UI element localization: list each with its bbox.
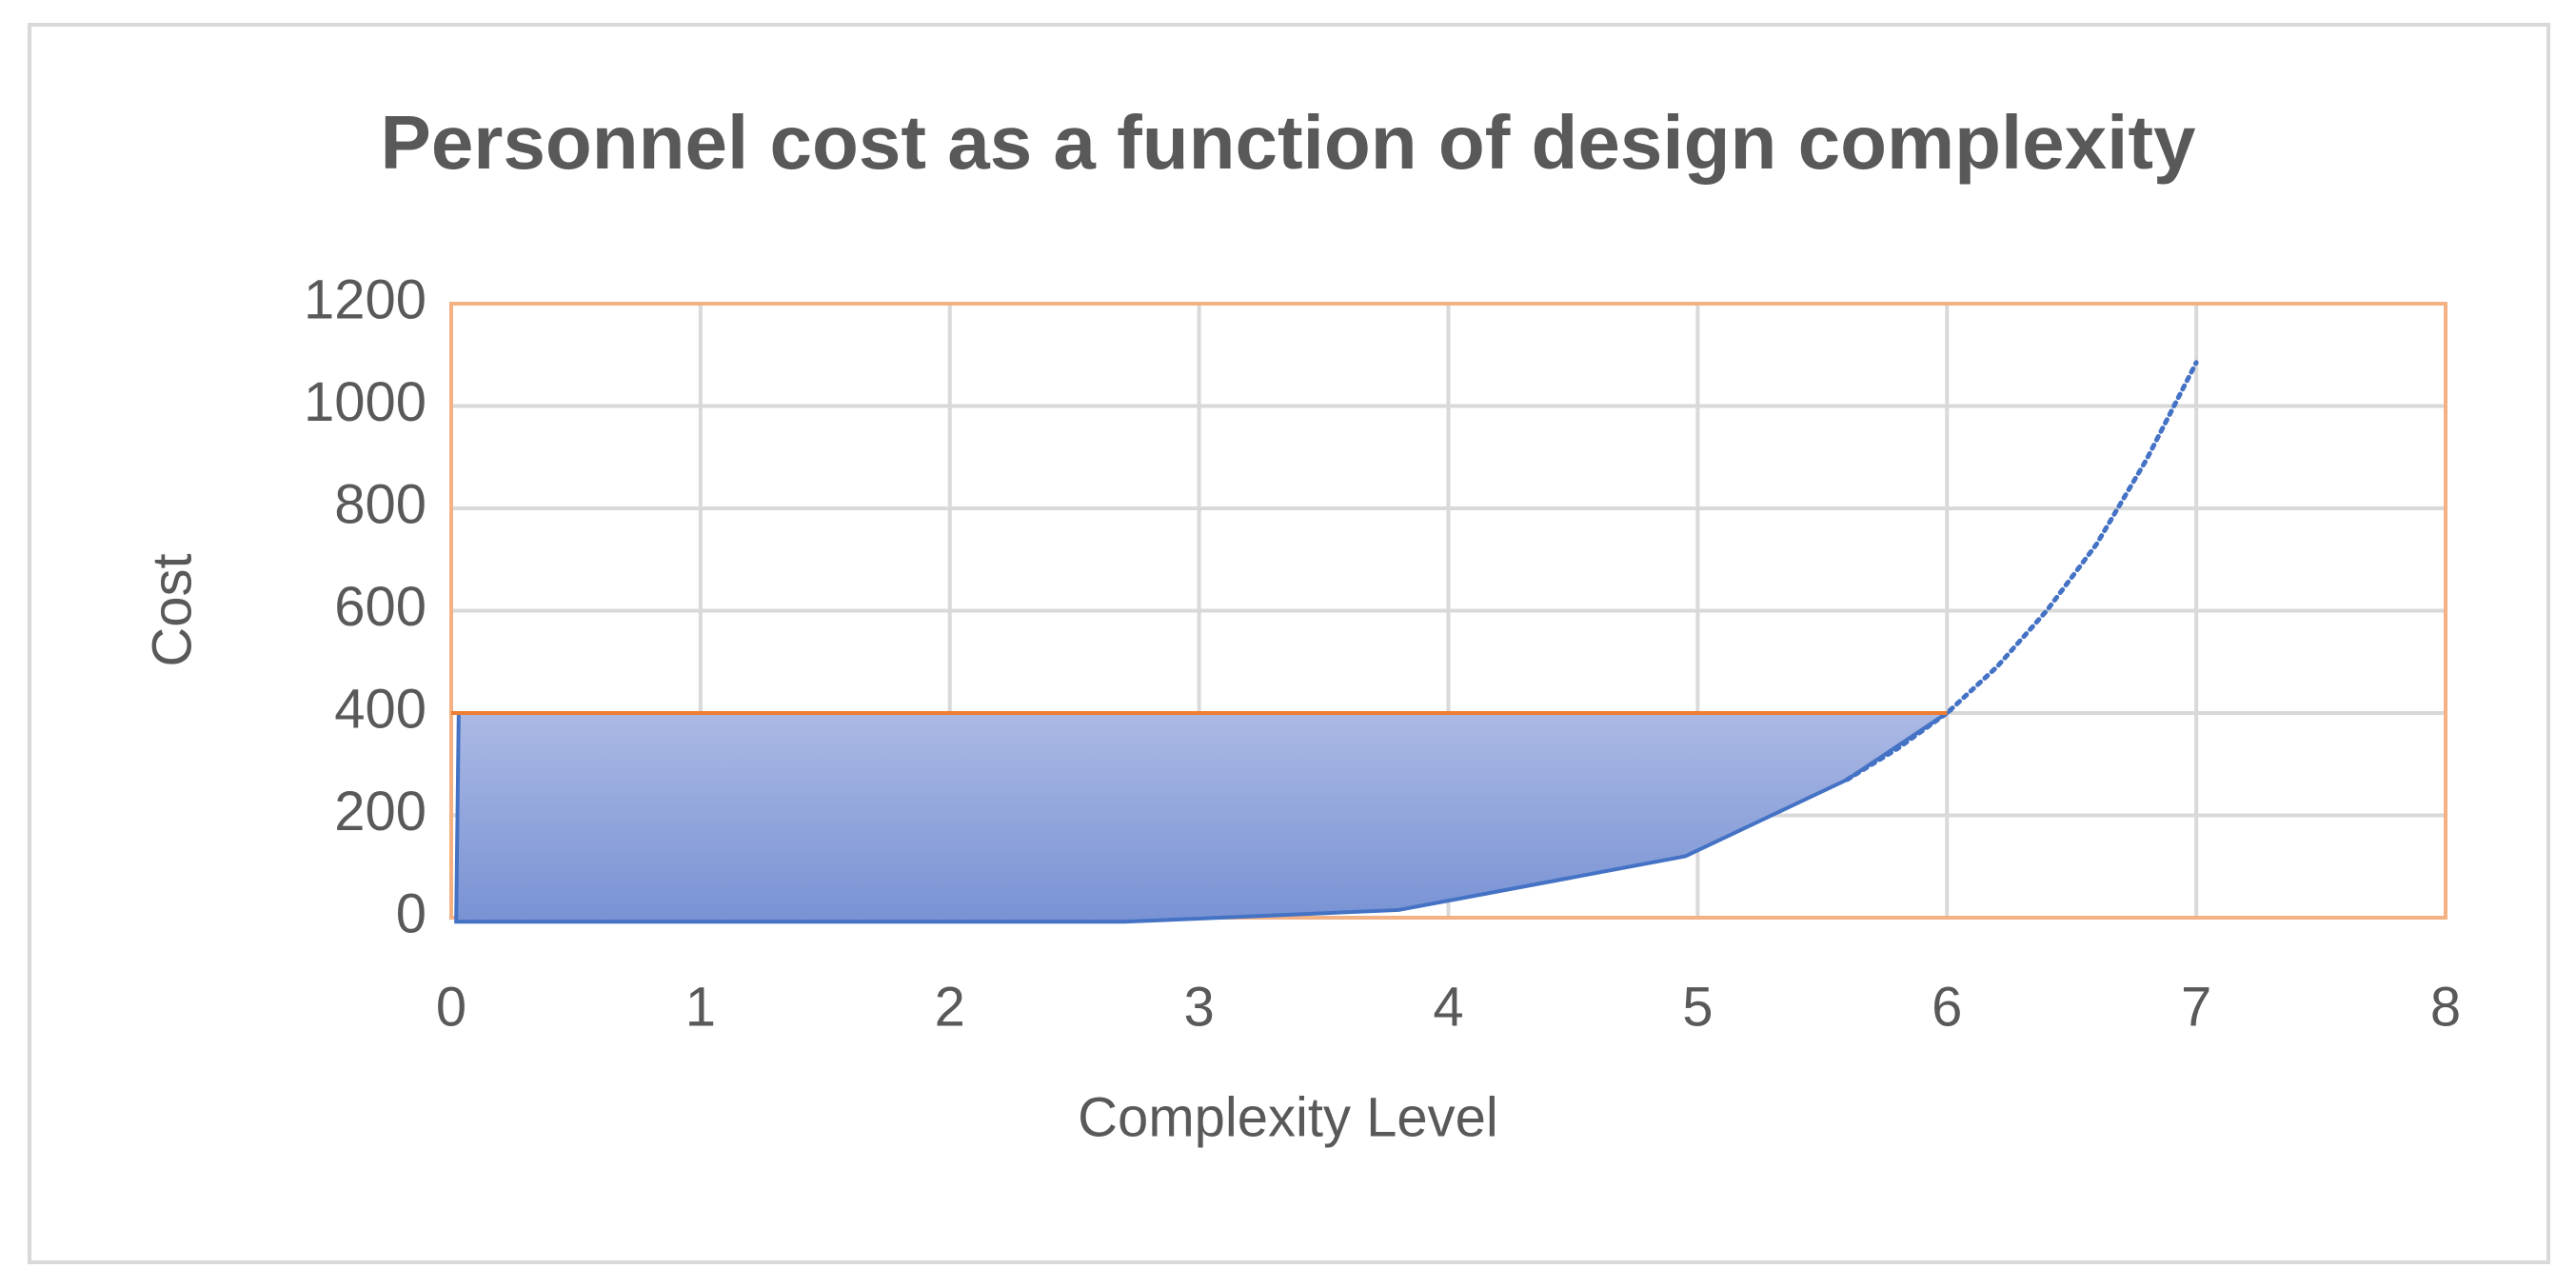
x-tick-label: 1	[685, 976, 716, 1038]
x-tick-label: 8	[2430, 976, 2461, 1038]
x-tick-label: 0	[436, 976, 466, 1038]
plot-border	[449, 302, 2447, 920]
trendline	[1845, 360, 2199, 783]
y-tick-label: 200	[334, 781, 426, 842]
chart-title: Personnel cost as a function of design c…	[380, 100, 2196, 185]
x-tick-label: 3	[1183, 976, 1214, 1038]
y-tick-label: 400	[334, 678, 426, 740]
x-axis-title: Complexity Level	[1078, 1086, 1498, 1148]
y-tick-label: 1000	[304, 371, 426, 433]
x-tick-label: 4	[1433, 976, 1463, 1038]
x-tick-label: 6	[1932, 976, 1962, 1038]
y-tick-label: 800	[334, 473, 426, 535]
y-tick-label: 600	[334, 576, 426, 638]
x-tick-label: 5	[1682, 976, 1713, 1038]
x-tick-label: 7	[2181, 976, 2211, 1038]
x-tick-label: 2	[935, 976, 965, 1038]
y-tick-label: 0	[396, 882, 426, 944]
chart-frame	[28, 23, 2550, 1264]
y-tick-label: 1200	[304, 268, 426, 330]
y-axis-title: Cost	[141, 553, 203, 666]
